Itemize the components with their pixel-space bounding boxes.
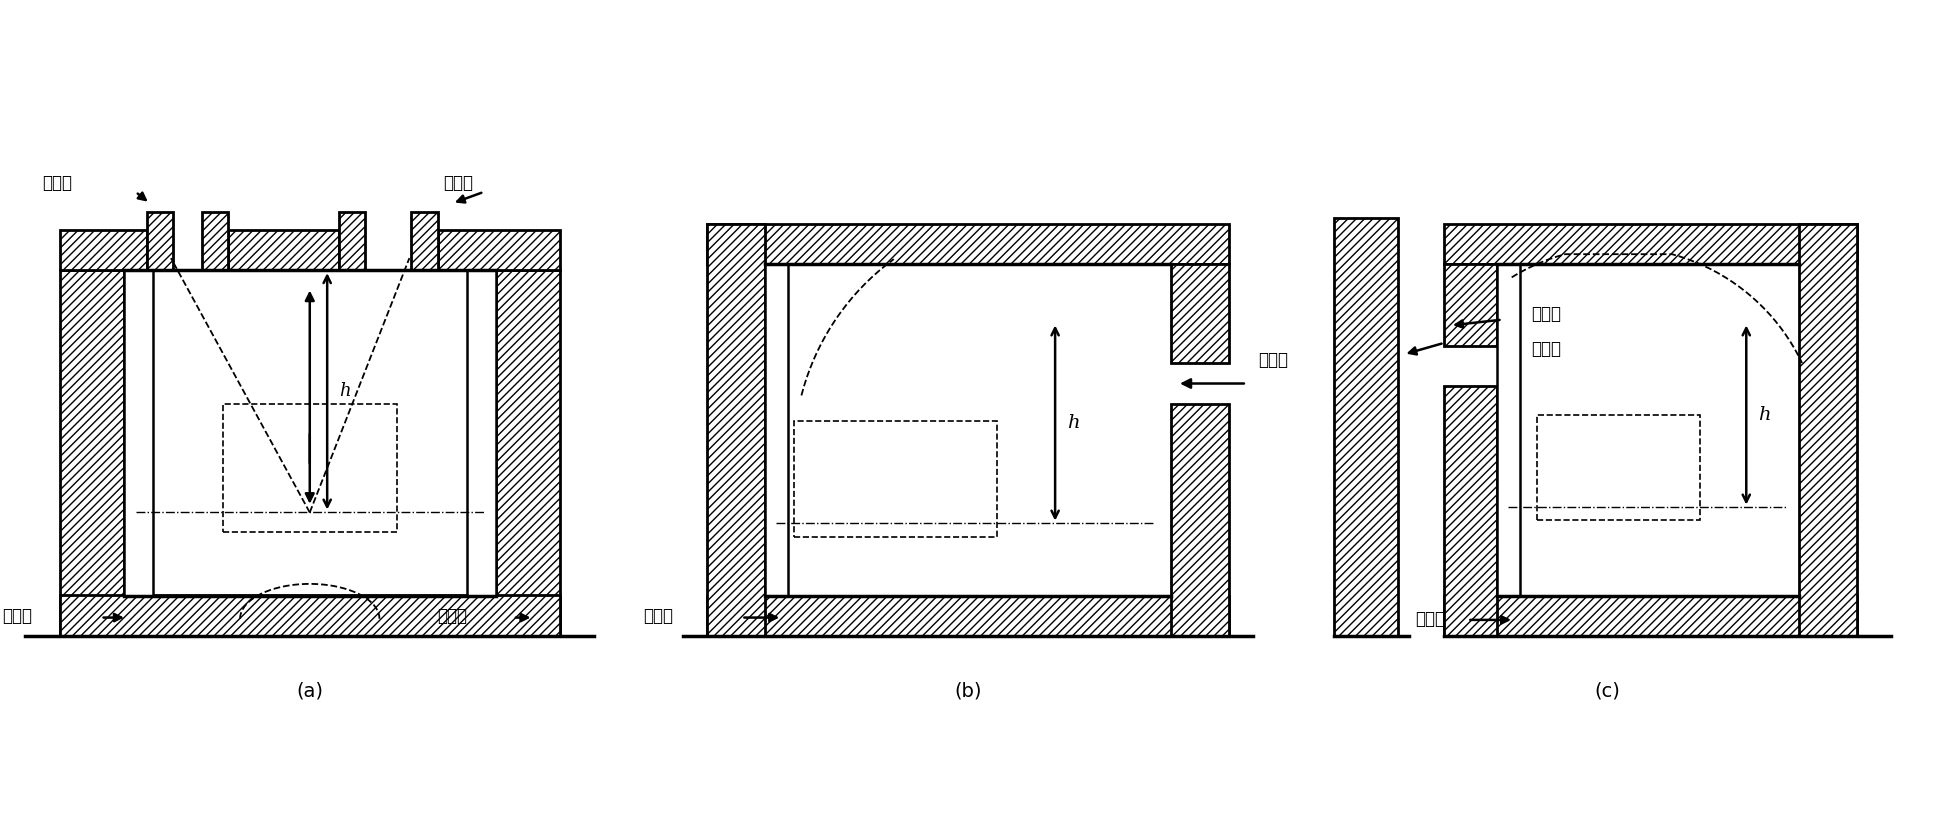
Text: 进风口: 进风口 bbox=[2, 607, 31, 624]
Bar bbox=[438, 230, 560, 270]
Bar bbox=[124, 270, 153, 596]
Bar bbox=[1444, 596, 1857, 636]
Bar bbox=[60, 270, 124, 636]
Bar bbox=[1444, 387, 1497, 636]
Bar bbox=[339, 212, 366, 270]
Bar bbox=[467, 270, 496, 596]
Bar bbox=[223, 404, 397, 532]
Bar bbox=[707, 224, 1229, 264]
Bar bbox=[707, 224, 765, 636]
Text: 出风口: 出风口 bbox=[1531, 339, 1560, 358]
Bar bbox=[1537, 415, 1700, 520]
Bar bbox=[1444, 264, 1497, 346]
Bar bbox=[794, 421, 997, 538]
Text: 出风口: 出风口 bbox=[1531, 305, 1560, 323]
Bar bbox=[496, 270, 560, 636]
Text: h: h bbox=[1067, 414, 1078, 432]
Text: 进风口: 进风口 bbox=[643, 607, 672, 624]
Bar bbox=[1799, 224, 1857, 636]
Text: 出风口: 出风口 bbox=[1258, 351, 1287, 369]
Bar bbox=[1334, 218, 1398, 636]
Text: (b): (b) bbox=[954, 681, 982, 700]
Bar bbox=[203, 212, 228, 270]
Bar bbox=[410, 212, 438, 270]
Bar bbox=[1171, 264, 1229, 363]
Text: (a): (a) bbox=[296, 681, 323, 700]
Bar bbox=[60, 230, 147, 270]
Text: h: h bbox=[339, 382, 350, 401]
Bar bbox=[147, 212, 174, 270]
Bar bbox=[765, 264, 788, 596]
Bar bbox=[1171, 404, 1229, 636]
Text: 进风口: 进风口 bbox=[1415, 610, 1444, 628]
Text: (c): (c) bbox=[1593, 681, 1620, 700]
Text: 出风口: 出风口 bbox=[443, 174, 472, 192]
Bar bbox=[707, 596, 1229, 636]
Text: h: h bbox=[1758, 406, 1770, 424]
Bar bbox=[228, 230, 339, 270]
Text: 进风口: 进风口 bbox=[438, 607, 467, 624]
Bar bbox=[1497, 264, 1520, 596]
Text: 出风口: 出风口 bbox=[43, 174, 72, 192]
Bar bbox=[1444, 224, 1857, 264]
Bar bbox=[60, 596, 560, 636]
